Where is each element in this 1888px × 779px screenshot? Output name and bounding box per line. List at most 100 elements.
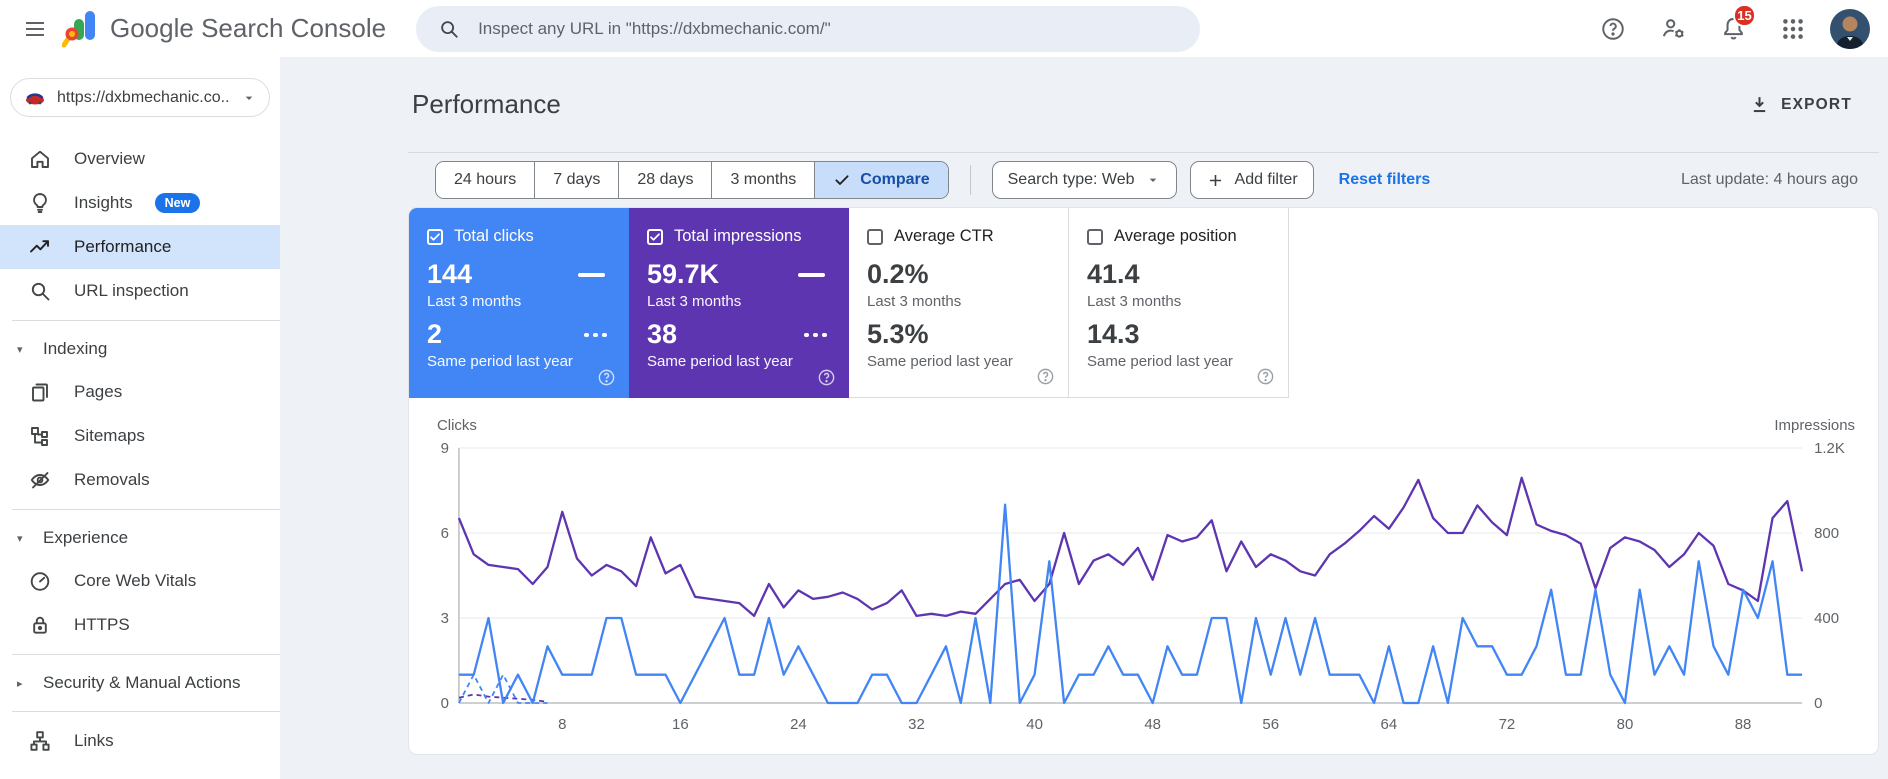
metric-card-average-ctr[interactable]: Average CTR 0.2% Last 3 months 5.3% Same per… [849,208,1069,398]
sidebar-item-label: Pages [74,382,123,401]
compare-label: Compare [860,171,930,188]
sidebar-item-label: Overview [74,149,145,168]
x-tick: 56 [1262,716,1279,733]
sidebar-item-pages[interactable]: Pages [0,370,280,414]
sidebar-item-core-web-vitals[interactable]: Core Web Vitals [0,559,280,603]
help-icon[interactable] [817,368,836,387]
performance-chart[interactable]: Clicks Impressions 9 1.2K 6 800 3 400 0 0 8 16 24 32 4… [409,398,1878,755]
account-avatar[interactable] [1830,8,1870,49]
metric-secondary-period: Same period last year [427,353,573,370]
hamburger-icon [26,21,44,36]
export-button[interactable]: EXPORT [1743,93,1858,116]
sidebar-divider [12,320,280,321]
solid-line-legend-mark [798,272,825,277]
checkbox-total-clicks[interactable] [427,228,443,245]
sidebar-item-insights[interactable]: Insights New [0,181,280,225]
sidebar-item-label: Insights [74,193,133,212]
y-tick-left: 3 [441,610,449,627]
sidebar-item-links[interactable]: Links [0,719,280,763]
sidebar: https://dxbmechanic.co... Overview Insigh… [0,57,280,779]
date-range-3-months[interactable]: 3 months [712,162,816,198]
metric-secondary-period: Same period last year [647,353,793,370]
checkbox-average-ctr[interactable] [867,228,883,245]
property-favicon [26,92,44,104]
property-selector[interactable]: https://dxbmechanic.co... [10,78,270,117]
chevron-expanded-icon: ▾ [17,531,23,545]
sidebar-item-https[interactable]: HTTPS [0,603,280,647]
app-logo[interactable]: Google Search Console [62,10,386,48]
sidebar-item-label: Performance [74,237,172,256]
date-range-7-days[interactable]: 7 days [535,162,620,198]
help-icon[interactable] [1256,367,1275,386]
search-type-chip[interactable]: Search type: Web [991,161,1177,199]
home-icon [28,147,52,171]
check-icon [430,232,440,241]
y-tick-left: 6 [441,525,449,542]
user-settings-icon [1662,19,1684,38]
chevron-expanded-icon: ▾ [17,342,23,356]
date-range-24-hours[interactable]: 24 hours [436,162,536,198]
metric-primary-period: Last 3 months [867,293,962,310]
performance-panel: Total clicks 144 Last 3 months 2 Same period… [408,207,1879,755]
date-range-label: 28 days [637,171,694,188]
metric-card-total-impressions[interactable]: Total impressions 59.7K Last 3 months 38 Sam… [629,208,849,398]
metric-card-label: Total clicks [454,227,534,245]
metric-secondary-value: 38 [647,319,678,349]
url-inspect-input[interactable] [476,17,1179,40]
sidebar-item-label: HTTPS [74,615,130,634]
x-tick: 72 [1499,716,1516,733]
menu-button[interactable] [12,6,58,52]
apps-grid-button[interactable] [1770,6,1816,52]
sidebar-item-label: Core Web Vitals [74,571,197,590]
metric-secondary-value: 5.3% [867,319,929,349]
sidebar-item-removals[interactable]: Removals [0,458,280,502]
metric-primary-value: 144 [427,259,473,289]
date-range-28-days[interactable]: 28 days [619,162,713,198]
bulb-icon [28,191,52,215]
help-icon[interactable] [597,368,616,387]
sidebar-section-security-manual-actions[interactable]: ▸ Security & Manual Actions [0,662,280,704]
search-icon [441,20,458,38]
metric-card-label: Average CTR [894,227,994,245]
sidebar-item-overview[interactable]: Overview [0,137,280,181]
sidebar-section-label: Experience [43,528,129,547]
date-range-label: 3 months [730,171,797,188]
help-icon[interactable] [1036,367,1055,386]
sidebar-section-experience[interactable]: ▾ Experience [0,517,280,559]
reset-filters-link[interactable]: Reset filters [1338,171,1431,188]
sidebar-section-indexing[interactable]: ▾ Indexing [0,328,280,370]
date-range-label: 7 days [553,171,601,188]
user-settings-button[interactable] [1650,6,1696,52]
metric-secondary-value: 2 [427,319,443,349]
series-impressions-last-3-months [457,476,1804,618]
trending-icon [28,235,52,259]
url-inspect-searchbar[interactable] [416,5,1201,52]
notification-badge: 15 [1733,3,1756,27]
chevron-down-icon [245,96,253,100]
metric-card-label: Total impressions [674,227,802,245]
x-tick: 24 [790,716,807,733]
help-button[interactable] [1590,6,1636,52]
checkbox-average-position[interactable] [1087,228,1103,245]
solid-line-legend-mark [578,272,605,277]
x-tick: 88 [1735,716,1752,733]
sidebar-item-performance[interactable]: Performance [0,225,280,269]
search-console-logo-icon [62,10,95,47]
y-axis-title-right: Impressions [1774,417,1855,434]
sidebar-item-sitemaps[interactable]: Sitemaps [0,414,280,458]
y-tick-right: 400 [1814,610,1839,627]
notifications-button[interactable]: 15 [1710,3,1756,52]
avatar-photo [1830,8,1870,49]
filter-bar: 24 hours 7 days 28 days 3 months Compare Sea… [280,153,1888,207]
metric-card-total-clicks[interactable]: Total clicks 144 Last 3 months 2 Same period… [409,208,629,398]
y-tick-right: 1.2K [1814,440,1845,457]
compare-chip[interactable]: Compare [815,162,948,198]
checkbox-total-impressions[interactable] [647,228,663,245]
metric-secondary-value: 14.3 [1087,319,1140,349]
sidebar-divider [12,654,280,655]
add-filter-chip[interactable]: Add filter [1189,161,1314,199]
gauge-icon [28,569,52,593]
metric-secondary-period: Same period last year [867,353,1013,370]
sidebar-item-url-inspection[interactable]: URL inspection [0,269,280,313]
metric-card-average-position[interactable]: Average position 41.4 Last 3 months 14.3 Sam… [1069,208,1289,398]
